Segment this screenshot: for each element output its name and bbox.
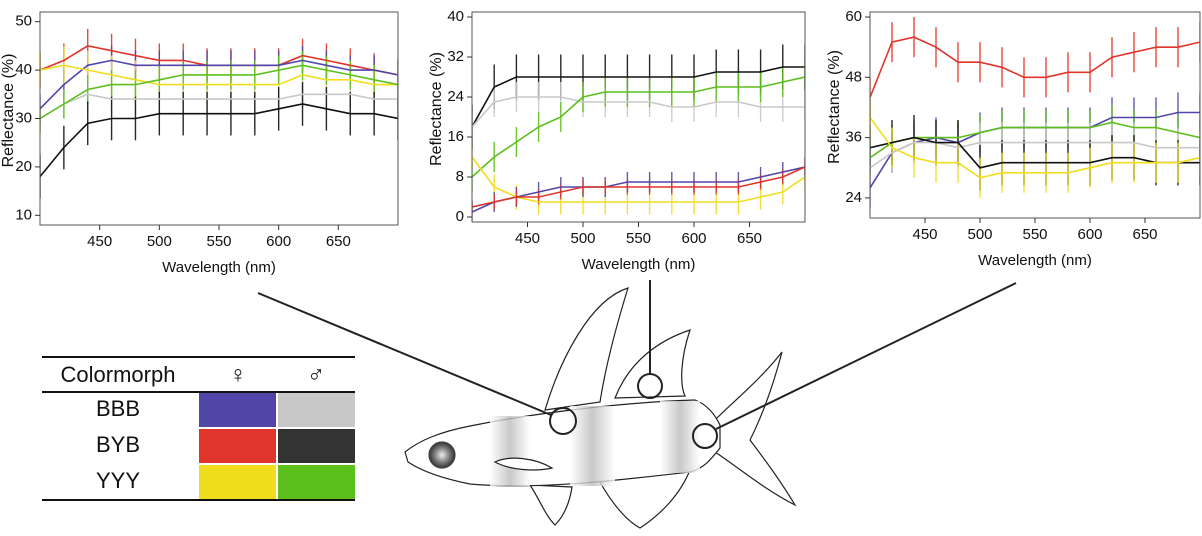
color-swatch: [199, 465, 276, 499]
eye: [428, 441, 456, 469]
chart: 24 36 48 60 450 500 550 600 650 Wavelength (nm) Re…: [826, 8, 1201, 269]
legend-table: Colormorph ♀ ♂ BBB BYB YYY: [42, 356, 355, 501]
x-axis-title: Wavelength (nm): [978, 252, 1092, 269]
y-tick-label: 40: [15, 61, 32, 78]
x-tick-label: 550: [626, 230, 651, 247]
table-header: Colormorph: [61, 362, 176, 387]
y-tick-label: 10: [15, 206, 32, 223]
plot-area: [40, 28, 398, 199]
fish-body: [404, 399, 721, 487]
connector: [715, 282, 1017, 430]
row-label: BYB: [96, 432, 140, 457]
y-tick-label: 24: [845, 189, 862, 206]
y-tick-label: 0: [456, 208, 464, 225]
series-line: [870, 121, 1200, 159]
plot-frame: [869, 11, 1201, 219]
series-line: [472, 96, 805, 128]
x-axis-title: Wavelength (nm): [582, 256, 696, 273]
series-line: [870, 36, 1200, 98]
x-axis-title: Wavelength (nm): [162, 259, 276, 276]
color-swatch: [278, 393, 355, 427]
x-tick-label: 600: [681, 230, 706, 247]
x-tick-label: 600: [266, 233, 291, 250]
pectoral-fin: [493, 457, 554, 471]
pelvic-fin: [528, 484, 573, 526]
connector: [257, 292, 552, 416]
y-tick-label: 36: [845, 129, 862, 146]
x-tick-label: 550: [206, 233, 231, 250]
x-tick-label: 450: [87, 233, 112, 250]
y-tick-label: 40: [447, 8, 464, 25]
color-swatch: [278, 465, 355, 499]
series-line: [870, 111, 1200, 189]
stripe: [570, 406, 615, 486]
row-label: YYY: [96, 468, 140, 493]
y-tick-label: 20: [15, 158, 32, 175]
y-tick-label: 60: [845, 8, 862, 25]
color-swatch: [199, 429, 276, 463]
y-tick-label: 48: [845, 68, 862, 85]
y-tick-label: 16: [447, 128, 464, 145]
series-line: [472, 76, 805, 178]
series-line: [40, 103, 398, 178]
series-line: [870, 117, 1200, 179]
x-tick-label: 600: [1077, 226, 1102, 243]
y-tick-label: 24: [447, 88, 464, 105]
second-dorsal-fin: [614, 329, 691, 399]
x-tick-label: 450: [515, 230, 540, 247]
y-axis-title: Reflectance (%): [428, 52, 445, 166]
series-line: [472, 66, 805, 128]
y-tick-label: 32: [447, 48, 464, 65]
series-line: [40, 64, 398, 86]
plot-area: [472, 44, 805, 222]
table-header: ♀: [229, 361, 247, 388]
series-line: [472, 166, 805, 213]
plot-area: [870, 17, 1200, 208]
tail-fin: [714, 351, 797, 507]
y-axis-title: Reflectance (%): [826, 50, 843, 164]
series-line: [472, 156, 805, 203]
color-swatch: [199, 393, 276, 427]
x-tick-label: 500: [570, 230, 595, 247]
plot-frame: [39, 11, 399, 226]
series-line: [40, 93, 398, 120]
series-line: [40, 64, 398, 120]
x-tick-label: 450: [912, 226, 937, 243]
color-swatch: [278, 429, 355, 463]
x-tick-label: 500: [967, 226, 992, 243]
first-dorsal-fin: [544, 287, 629, 411]
y-tick-label: 8: [456, 168, 464, 185]
chart: 10 20 30 40 50 450 500 550 600 650 Wavelength (nm)…: [0, 11, 399, 276]
plot-frame: [471, 11, 806, 223]
x-tick-label: 500: [147, 233, 172, 250]
table-header: ♂: [307, 361, 325, 388]
series-line: [40, 59, 398, 110]
series-line: [472, 166, 805, 208]
sample-site: [692, 423, 718, 449]
x-tick-label: 650: [1132, 226, 1157, 243]
x-tick-label: 650: [326, 233, 351, 250]
sample-site: [549, 407, 577, 435]
anal-fin: [599, 469, 691, 529]
y-axis-title: Reflectance (%): [0, 54, 17, 168]
y-tick-label: 30: [15, 109, 32, 126]
fish: [257, 280, 1017, 529]
stripe: [490, 416, 530, 486]
series-line: [870, 136, 1200, 169]
series-line: [870, 141, 1200, 169]
x-tick-label: 650: [737, 230, 762, 247]
row-label: BBB: [96, 396, 140, 421]
x-tick-label: 550: [1022, 226, 1047, 243]
y-tick-label: 50: [15, 13, 32, 30]
chart: 0 8 16 24 32 40 450 500 550 600 650 Wavelength (nm)…: [428, 8, 806, 273]
